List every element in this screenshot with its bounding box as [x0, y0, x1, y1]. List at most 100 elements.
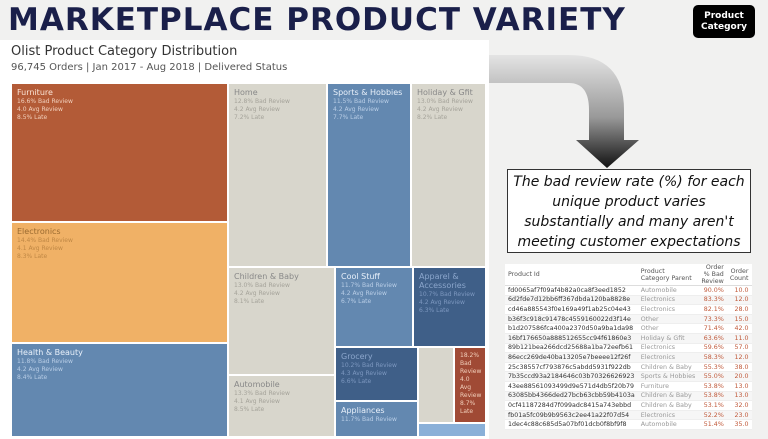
order-count: 28.0 — [726, 304, 752, 315]
product-id: cd46a885543f0e169a49f1ab25c04e43 — [505, 304, 638, 315]
table-row[interactable]: 16bf176650a888512655cc94f61860e3 Holiday … — [505, 333, 752, 344]
tile-late: 6.7% Late — [341, 298, 372, 305]
table-row[interactable]: b1d207586fca400a2370d50a9ba1da98 Other 71.… — [505, 323, 752, 334]
tile-name: Cool Stuff — [341, 272, 380, 281]
tile-late: 7.2% Late — [234, 114, 265, 121]
product-id: 86ecc269de40ba13205e7beeee12f26f — [505, 352, 638, 363]
table-row[interactable]: cd46a885543f0e169a49f1ab25c04e43 Electron… — [505, 304, 752, 315]
table-row[interactable]: 43ee88561093499d9e571d4db5f20b79 Furnitur… — [505, 381, 752, 392]
tile-avg: 4.0 Avg Review — [17, 106, 63, 113]
tile-name: Appliances — [341, 406, 385, 415]
tile-late: 8.3% Late — [17, 253, 48, 260]
tile-avg: 4.1 Avg Review — [17, 245, 63, 252]
table-row[interactable]: 0cf41187284d7f099adc8415a743ebbd Children… — [505, 400, 752, 411]
treemap-tile[interactable]: Cool Stuff 11.7% Bad Review 4.2 Avg Review… — [335, 267, 413, 347]
category-parent: Children & Baby — [637, 362, 699, 373]
tile-late: 8.5% Late — [234, 406, 265, 413]
callout-text: The bad review rate (%) for each unique … — [507, 169, 751, 253]
column-header[interactable]: Order Count — [726, 264, 752, 286]
order-count: 13.0 — [726, 381, 752, 392]
category-parent: Electronics — [637, 304, 699, 315]
order-count: 20.0 — [726, 371, 752, 382]
order-count: 12.0 — [726, 295, 752, 306]
treemap-tile[interactable]: Electronics 14.4% Bad Review 4.1 Avg Revie… — [11, 222, 228, 343]
bad-review-pct: 55.3% — [698, 362, 727, 373]
treemap-tile[interactable] — [418, 347, 454, 423]
category-parent: Other — [637, 323, 699, 334]
treemap-tile[interactable]: Home 12.8% Bad Review 4.2 Avg Review 7.2% L… — [228, 83, 327, 267]
product-id: fb01a5fc09b9b9563c2ee41a22f07d54 — [505, 410, 638, 421]
tile-late: 6.6% Late — [341, 378, 372, 385]
bad-review-pct: 82.1% — [698, 304, 727, 315]
treemap-tile[interactable]: Children & Baby 13.0% Bad Review 4.2 Avg R… — [228, 267, 335, 375]
treemap-tile[interactable]: Apparel & Accessories 10.7% Bad Review 4.2… — [413, 267, 486, 347]
bad-review-pct: 83.3% — [698, 295, 727, 306]
bad-review-pct: 90.0% — [698, 285, 727, 296]
tile-avg: 4.1 Avg Review — [234, 398, 280, 405]
tile-bad: 13.3% Bad Review — [234, 390, 290, 397]
table-row[interactable]: 1dec4c88c685d5a07bf01dcb0f8bf9f8 Automobi… — [505, 419, 752, 430]
product-id: 7b35ccd93a2184646c03b70326626923 — [505, 371, 638, 382]
treemap-title: Olist Product Category Distribution — [11, 44, 238, 59]
tile-bad: 13.0% Bad Review — [234, 282, 290, 289]
tile-late: 8.2% Late — [417, 114, 448, 121]
table-row[interactable]: 63085bb4366ded27bcb63cbb59b4103a Children… — [505, 391, 752, 402]
category-parent: Electronics — [637, 352, 699, 363]
order-count: 15.0 — [726, 314, 752, 325]
tile-name: Automobile — [234, 380, 280, 389]
table-row[interactable]: b36f3c918c91478c4559160022d3f14e Other 73.… — [505, 314, 752, 325]
order-count: 23.0 — [726, 410, 752, 421]
treemap-tile[interactable]: Automobile 13.3% Bad Review 4.1 Avg Review… — [228, 375, 335, 437]
tile-name: Holiday & Gfit — [417, 88, 473, 97]
treemap-tile[interactable] — [418, 423, 486, 437]
category-parent: Electronics — [637, 410, 699, 421]
tile-bad: 11.5% Bad Review — [333, 98, 389, 105]
column-header[interactable]: Product Id — [505, 264, 638, 286]
bad-review-pct: 59.6% — [698, 343, 727, 354]
tile-avg: 4.3 Avg Review — [341, 370, 387, 377]
arrow-icon — [489, 55, 639, 168]
category-parent: Automobile — [637, 419, 699, 430]
category-parent: Children & Baby — [637, 391, 699, 402]
tile-bad: 14.4% Bad Review — [17, 237, 73, 244]
treemap-tile[interactable]: Sports & Hobbies 11.5% Bad Review 4.2 Avg … — [327, 83, 411, 267]
column-header[interactable]: Product Category Parent — [637, 264, 699, 286]
table-row[interactable]: 86ecc269de40ba13205e7beeee12f26f Electron… — [505, 352, 752, 363]
tile-name: Home — [234, 88, 258, 97]
treemap-tile[interactable]: Grocery 10.2% Bad Review 4.3 Avg Review 6.6… — [335, 347, 418, 401]
treemap-tile[interactable]: 18.2% Bad Review 4.0 Avg Review 8.7% Late — [454, 347, 486, 423]
category-parent: Furniture — [637, 381, 699, 392]
treemap-tile[interactable]: Furniture 16.6% Bad Review 4.0 Avg Review 8… — [11, 83, 228, 222]
tile-avg: 4.2 Avg Review — [234, 106, 280, 113]
tile-late: 8.1% Late — [234, 298, 265, 305]
tile-avg: 4.2 Avg Review — [419, 299, 465, 306]
table-row[interactable]: 89b121bea266dcd25688a1ba72eefb61 Electron… — [505, 343, 752, 354]
product-id: 43ee88561093499d9e571d4db5f20b79 — [505, 381, 638, 392]
table-row[interactable]: 7b35ccd93a2184646c03b70326626923 Sports &… — [505, 371, 752, 382]
table-row[interactable]: fd0065af7f09af4b82a0ca8f3eed1852 Automobi… — [505, 285, 752, 296]
bad-review-pct: 55.0% — [698, 371, 727, 382]
column-header[interactable]: Order % Bad Review — [698, 264, 727, 286]
tile-bad: 13.0% Bad Review — [417, 98, 473, 105]
product-category-button[interactable]: Product Category — [693, 5, 755, 38]
page-title: MARKETPLACE PRODUCT VARIETY — [8, 2, 626, 38]
order-count: 42.0 — [726, 323, 752, 334]
order-count: 38.0 — [726, 362, 752, 373]
treemap-tile[interactable]: Holiday & Gfit 13.0% Bad Review 4.2 Avg Re… — [411, 83, 486, 267]
order-count: 12.0 — [726, 352, 752, 363]
tile-late: 8.5% Late — [17, 114, 48, 121]
table-row[interactable]: 25c38557cf793876c5abdd5931f922db Children… — [505, 362, 752, 373]
treemap-tile[interactable]: Health & Beauty 11.8% Bad Review 4.2 Avg R… — [11, 343, 228, 437]
treemap-tile[interactable]: Appliances 11.7% Bad Review — [335, 401, 418, 437]
table-row[interactable]: 6d2fde7d12bb6ff367dbda120ba8828e Electron… — [505, 295, 752, 306]
tile-avg: 4.2 Avg Review — [333, 106, 379, 113]
product-id: 63085bb4366ded27bcb63cbb59b4103a — [505, 391, 638, 402]
table-row[interactable]: fb01a5fc09b9b9563c2ee41a22f07d54 Electron… — [505, 410, 752, 421]
product-id: 16bf176650a888512655cc94f61860e3 — [505, 333, 638, 344]
bad-review-pct: 63.6% — [698, 333, 727, 344]
tile-bad: 18.2% Bad Review — [460, 352, 482, 375]
tile-late: 6.3% Late — [419, 307, 450, 314]
tile-avg: 4.2 Avg Review — [234, 290, 280, 297]
tile-bad: 16.6% Bad Review — [17, 98, 73, 105]
bad-review-pct: 71.4% — [698, 323, 727, 334]
